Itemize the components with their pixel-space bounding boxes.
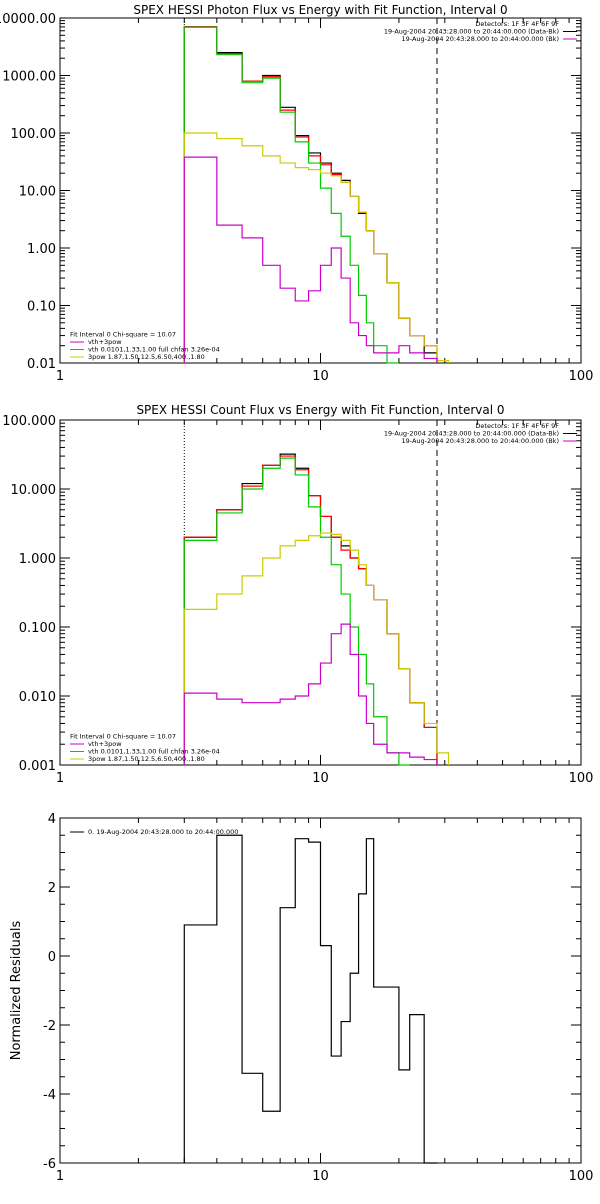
series-vth-3pow <box>183 455 438 765</box>
series-vth <box>183 457 410 766</box>
legend-entry: vth 0.0101,1.33,1.00 full chfan 3.26e-04 <box>88 346 220 354</box>
series-residuals <box>183 834 437 1164</box>
legend-title: Fit Interval 0 Chi-square = 10.07 <box>70 331 176 339</box>
series-data <box>183 453 438 765</box>
y-tick-label: 100.000 <box>2 414 56 429</box>
legend-entry: vth+3pow <box>88 740 122 748</box>
chart-panel-1: SPEX HESSI Photon Flux vs Energy with Fi… <box>0 3 593 384</box>
plot-frame <box>59 17 582 364</box>
series-background <box>183 156 438 363</box>
y-tick-label: 4 <box>48 812 56 827</box>
legend-entry: 0. 19-Aug-2004 20:43:28.000 to 20:44:00.… <box>88 828 238 836</box>
legend-entry: 3pow 1.87,1.50,12.5,6.50,400.,1.80 <box>88 755 205 763</box>
header-text: 19-Aug-2004 20:43:28.000 to 20:44:00.000… <box>384 28 559 36</box>
series-background <box>183 623 438 765</box>
chart-title: SPEX HESSI Photon Flux vs Energy with Fi… <box>133 3 507 17</box>
x-tick-label: 100 <box>569 1169 594 1184</box>
y-tick-label: 1.000 <box>19 552 56 567</box>
y-tick-label: 0.010 <box>19 690 56 705</box>
x-tick-label: 10 <box>312 771 329 786</box>
y-tick-label: -2 <box>43 1019 56 1034</box>
y-tick-label: -4 <box>43 1088 56 1103</box>
y-tick-label: 10.000 <box>11 483 57 498</box>
y-axis-label: Normalized Residuals <box>9 921 24 1061</box>
x-tick-label: 1 <box>56 1169 64 1184</box>
x-tick-label: 1 <box>56 771 64 786</box>
y-tick-label: 0.01 <box>27 357 56 372</box>
y-tick-label: 0.001 <box>19 759 56 774</box>
x-tick-label: 100 <box>569 369 594 384</box>
series-3pow <box>183 532 450 765</box>
y-tick-label: 0 <box>48 950 56 965</box>
series-vth <box>183 26 399 364</box>
header-text: 19-Aug-2004 20:43:28.000 to 20:44:00.000… <box>384 430 559 438</box>
chart-panel-2: SPEX HESSI Count Flux vs Energy with Fit… <box>2 403 593 786</box>
y-tick-label: -6 <box>43 1157 56 1172</box>
x-tick-label: 100 <box>569 771 594 786</box>
header-text: 19-Aug-2004 20:43:28.000 to 20:44:00.000… <box>402 35 559 43</box>
x-tick-label: 10 <box>312 369 329 384</box>
y-tick-label: 0.100 <box>19 621 56 636</box>
legend-entry: 3pow 1.87,1.50,12.5,6.50,400.,1.80 <box>88 353 205 361</box>
y-tick-label: 100.00 <box>11 127 57 142</box>
plot-frame <box>59 419 582 766</box>
y-tick-label: 1000.00 <box>2 70 56 85</box>
legend-entry: vth 0.0101,1.33,1.00 full chfan 3.26e-04 <box>88 748 220 756</box>
y-tick-label: 2 <box>48 881 56 896</box>
series-3pow <box>183 132 450 363</box>
y-tick-label: 0.10 <box>27 300 56 315</box>
y-tick-label: 1.00 <box>27 242 56 257</box>
legend-title: Fit Interval 0 Chi-square = 10.07 <box>70 733 176 741</box>
x-tick-label: 1 <box>56 369 64 384</box>
chart-panel-3: 1 10 100 -6 -4 -2 0 2 4 Normalized Residuals 0. 19… <box>9 812 593 1184</box>
legend-entry: vth+3pow <box>88 338 122 346</box>
y-tick-label: 10000.00 <box>0 12 56 27</box>
header-text: 19-Aug-2004 20:43:28.000 to 20:44:00.000… <box>402 437 559 445</box>
x-tick-label: 10 <box>312 1169 329 1184</box>
y-tick-label: 10.00 <box>19 185 56 200</box>
header-text: Detectors: 1F 3F 4F 6F 9F <box>475 20 559 28</box>
header-text: Detectors: 1F 3F 4F 6F 9F <box>475 422 559 430</box>
chart-title: SPEX HESSI Count Flux vs Energy with Fit… <box>136 403 504 417</box>
